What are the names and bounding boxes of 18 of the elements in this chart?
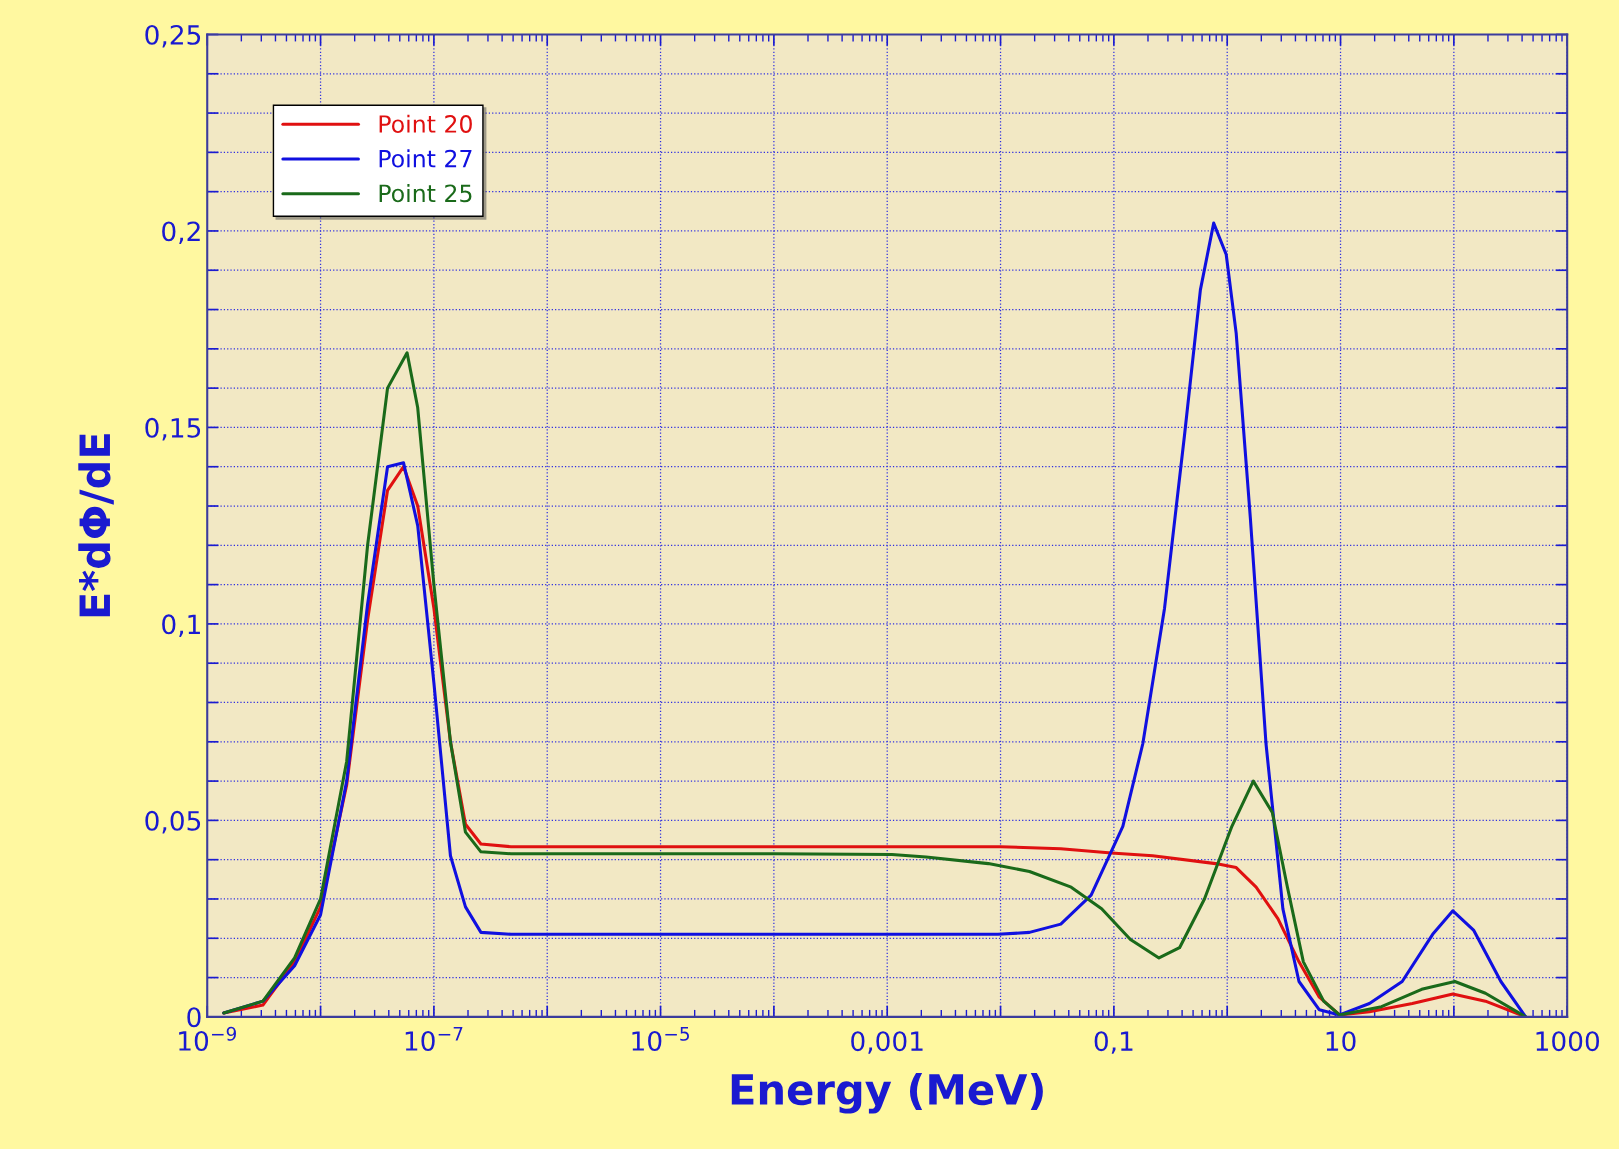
y-tick-label: 0 bbox=[187, 1007, 201, 1028]
legend-label: Point 25 bbox=[379, 183, 472, 203]
legend-label: Point 20 bbox=[379, 114, 472, 133]
y-tick-label: 0,1 bbox=[162, 614, 200, 637]
x-tick-label: 10 bbox=[1326, 1031, 1356, 1052]
x-tick-label: 10$^{−7}$ bbox=[405, 1027, 463, 1051]
x-tick-label: 0,1 bbox=[1094, 1031, 1133, 1054]
y-tick-label: 0,15 bbox=[145, 417, 201, 441]
y-tick-label: 0,25 bbox=[145, 24, 201, 48]
x-tick-label: 0,001 bbox=[851, 1031, 923, 1054]
y-tick-label: 0,05 bbox=[145, 810, 201, 834]
x-tick-label: 1000 bbox=[1536, 1031, 1600, 1052]
x-tick-label: 10$^{−9}$ bbox=[179, 1026, 236, 1051]
legend-label: Point 27 bbox=[379, 149, 472, 168]
y-tick-label: 0,2 bbox=[162, 221, 200, 245]
x-axis-title: Energy (MeV) bbox=[731, 1072, 1043, 1114]
y-axis-title: E*dΦ/dE bbox=[78, 434, 114, 617]
x-tick-label: 10$^{−5}$ bbox=[632, 1027, 689, 1051]
